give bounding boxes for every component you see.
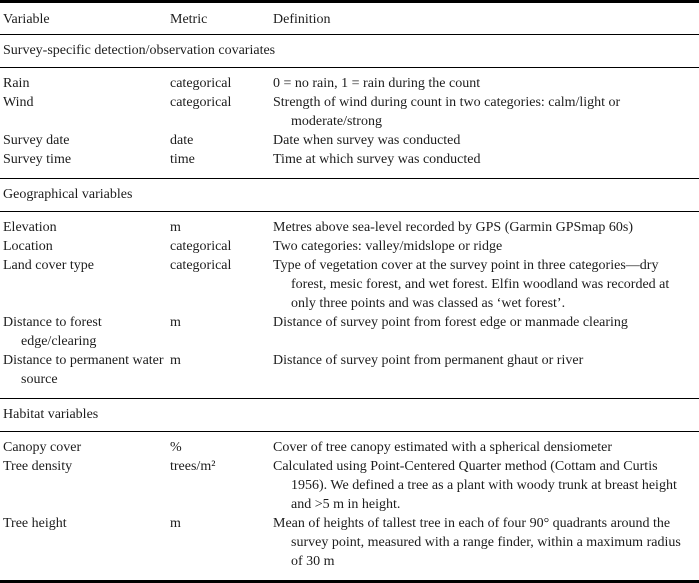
cell-metric: m bbox=[170, 315, 181, 330]
table-row: Location categorical Two categories: val… bbox=[3, 237, 695, 256]
cell-variable: Wind bbox=[3, 95, 34, 110]
column-header-metric: Metric bbox=[170, 12, 208, 27]
cell-variable: Canopy cover bbox=[3, 440, 82, 455]
cell-definition: Metres above sea-level recorded by GPS (… bbox=[273, 220, 634, 235]
table-header-row: Variable Metric Definition bbox=[3, 3, 695, 34]
cell-variable: Distance to permanent water source bbox=[3, 353, 164, 387]
cell-metric: categorical bbox=[170, 76, 232, 91]
section-header-geographical: Geographical variables bbox=[0, 178, 699, 212]
table-row: Tree height m Mean of heights of tallest… bbox=[3, 514, 695, 571]
cell-definition: Two categories: valley/midslope or ridge bbox=[273, 239, 503, 254]
cell-variable: Elevation bbox=[3, 220, 57, 235]
cell-variable: Tree density bbox=[3, 459, 73, 474]
cell-metric: m bbox=[170, 220, 181, 235]
cell-definition: Distance of survey point from forest edg… bbox=[273, 315, 628, 330]
cell-definition: Cover of tree canopy estimated with a sp… bbox=[273, 440, 612, 455]
section-body-geographical: Elevation m Metres above sea-level recor… bbox=[3, 212, 695, 398]
cell-metric: % bbox=[170, 440, 182, 455]
section-header-habitat: Habitat variables bbox=[0, 398, 699, 432]
cell-variable: Rain bbox=[3, 76, 30, 91]
cell-definition: Type of vegetation cover at the survey p… bbox=[273, 258, 670, 311]
cell-variable: Distance to forest edge/clearing bbox=[3, 315, 102, 349]
table-row: Wind categorical Strength of wind during… bbox=[3, 93, 695, 131]
cell-metric: categorical bbox=[170, 239, 232, 254]
section-body-survey-covariates: Rain categorical 0 = no rain, 1 = rain d… bbox=[3, 68, 695, 178]
column-header-variable: Variable bbox=[3, 12, 50, 27]
table-row: Distance to forest edge/clearing m Dista… bbox=[3, 313, 695, 351]
cell-variable: Location bbox=[3, 239, 53, 254]
cell-variable: Survey time bbox=[3, 152, 72, 167]
table-row: Survey date date Date when survey was co… bbox=[3, 131, 695, 150]
cell-variable: Survey date bbox=[3, 133, 70, 148]
table-row: Land cover type categorical Type of vege… bbox=[3, 256, 695, 313]
column-header-definition: Definition bbox=[273, 12, 331, 27]
cell-metric: date bbox=[170, 133, 194, 148]
table-row: Distance to permanent water source m Dis… bbox=[3, 351, 695, 389]
cell-metric: time bbox=[170, 152, 195, 167]
table-row: Survey time time Time at which survey wa… bbox=[3, 150, 695, 169]
cell-definition: Strength of wind during count in two cat… bbox=[273, 95, 621, 129]
cell-metric: m bbox=[170, 516, 181, 531]
cell-metric: trees/m² bbox=[170, 459, 216, 474]
cell-definition: Distance of survey point from permanent … bbox=[273, 353, 584, 368]
table-row: Canopy cover % Cover of tree canopy esti… bbox=[3, 438, 695, 457]
cell-variable: Land cover type bbox=[3, 258, 94, 273]
table-row: Rain categorical 0 = no rain, 1 = rain d… bbox=[3, 74, 695, 93]
table-row: Elevation m Metres above sea-level recor… bbox=[3, 218, 695, 237]
table-row: Tree density trees/m² Calculated using P… bbox=[3, 457, 695, 514]
cell-definition: Mean of heights of tallest tree in each … bbox=[273, 516, 681, 569]
cell-metric: m bbox=[170, 353, 181, 368]
cell-definition: 0 = no rain, 1 = rain during the count bbox=[273, 76, 481, 91]
cell-definition: Calculated using Point-Centered Quarter … bbox=[273, 459, 677, 512]
cell-variable: Tree height bbox=[3, 516, 67, 531]
section-body-habitat: Canopy cover % Cover of tree canopy esti… bbox=[3, 432, 695, 580]
cell-definition: Time at which survey was conducted bbox=[273, 152, 481, 167]
cell-metric: categorical bbox=[170, 95, 232, 110]
cell-definition: Date when survey was conducted bbox=[273, 133, 461, 148]
cell-metric: categorical bbox=[170, 258, 232, 273]
section-header-survey-covariates: Survey-specific detection/observation co… bbox=[0, 34, 699, 68]
